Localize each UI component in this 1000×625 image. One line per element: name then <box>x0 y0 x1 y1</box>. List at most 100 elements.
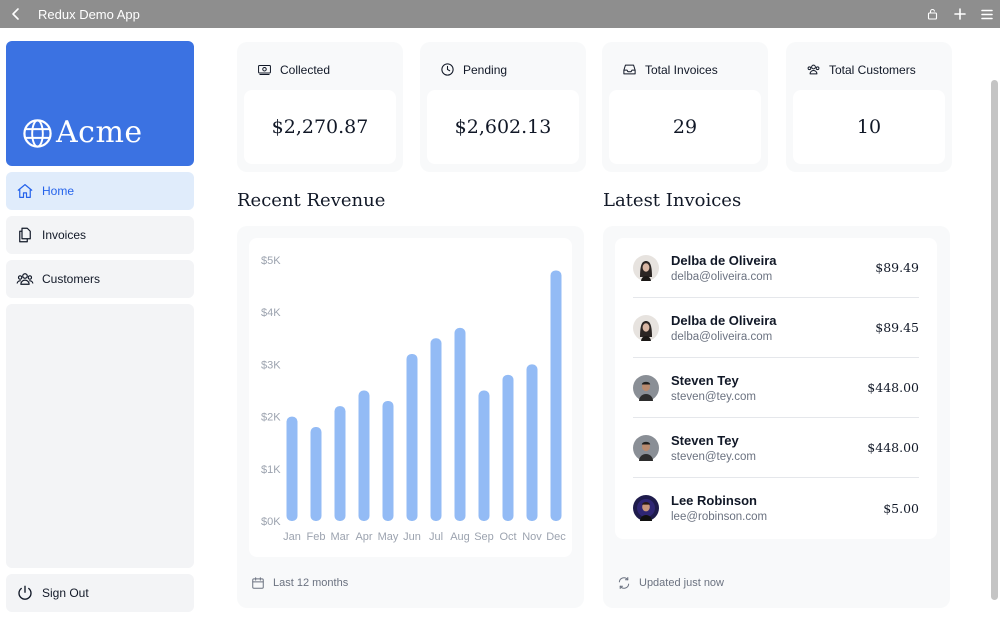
globe-icon <box>23 119 52 148</box>
calendar-icon <box>252 577 264 589</box>
users-icon <box>16 273 34 285</box>
x-tick-label: Apr <box>355 531 372 543</box>
banknotes-icon <box>258 64 271 75</box>
x-tick-label: Sep <box>474 531 494 543</box>
avatar-person-icon <box>633 374 659 401</box>
sidebar-item-home[interactable]: Home <box>6 172 194 210</box>
revenue-bar <box>430 338 442 521</box>
customer-email: lee@robinson.com <box>671 511 768 523</box>
invoice-row[interactable]: Steven Tey steven@tey.com $448.00 <box>633 358 919 418</box>
card-total-invoices: Total Invoices 29 <box>602 42 768 172</box>
clock-icon <box>441 63 454 76</box>
refresh-icon <box>618 576 630 590</box>
invoice-row[interactable]: Delba de Oliveira delba@oliveira.com $89… <box>633 298 919 358</box>
revenue-bar <box>358 390 370 521</box>
logo-banner[interactable]: Acme <box>6 41 194 166</box>
sidebar: Acme Home Invoices Customers Sign Out <box>6 41 194 612</box>
avatar-person-icon <box>633 254 659 281</box>
y-tick-label: $0K <box>261 516 281 528</box>
chevron-left-icon <box>12 8 19 20</box>
y-tick-label: $3K <box>261 359 281 371</box>
avatar-person-icon <box>633 495 659 521</box>
revenue-footer: Last 12 months <box>251 576 348 590</box>
avatar <box>633 374 659 401</box>
invoice-amount: $5.00 <box>883 500 919 516</box>
lock-button[interactable] <box>919 0 946 28</box>
sidebar-spacer <box>6 304 194 568</box>
card-collected: Collected $2,270.87 <box>237 42 403 172</box>
x-tick-label: Aug <box>450 531 470 543</box>
invoice-list: Delba de Oliveira delba@oliveira.com $89… <box>615 238 937 539</box>
card-value: $2,602.13 <box>427 90 579 164</box>
customer-email: delba@oliveira.com <box>671 270 773 283</box>
sidebar-item-label: Customers <box>42 272 101 286</box>
revenue-bar <box>334 406 346 521</box>
invoice-row[interactable]: Steven Tey steven@tey.com $448.00 <box>633 418 919 478</box>
invoice-row[interactable]: Delba de Oliveira delba@oliveira.com $89… <box>633 238 919 298</box>
sign-out-button[interactable]: Sign Out <box>6 574 194 612</box>
customer-email: steven@tey.com <box>671 450 756 463</box>
sidebar-item-invoices[interactable]: Invoices <box>6 216 194 254</box>
add-button[interactable] <box>946 0 973 28</box>
customer-name: Steven Tey <box>671 432 739 448</box>
invoices-footer-label: Updated just now <box>639 577 724 589</box>
title-bar: Redux Demo App <box>0 0 1000 28</box>
inbox-icon <box>623 64 636 75</box>
power-icon <box>18 585 32 600</box>
avatar-person-icon <box>633 434 659 461</box>
revenue-bar <box>502 374 514 521</box>
invoices-title: Latest Invoices <box>603 190 742 211</box>
x-tick-label: Jun <box>403 531 421 543</box>
users-icon <box>807 64 820 75</box>
y-tick-label: $4K <box>261 307 281 319</box>
back-button[interactable] <box>0 0 32 28</box>
x-tick-label: Jul <box>429 531 443 543</box>
sidebar-item-customers[interactable]: Customers <box>6 260 194 298</box>
y-tick-label: $2K <box>261 412 281 424</box>
invoice-amount: $89.45 <box>875 320 919 335</box>
card-value: 29 <box>609 90 761 164</box>
x-tick-label: Feb <box>307 531 326 543</box>
revenue-bar <box>406 353 418 521</box>
card-title: Collected <box>280 62 331 77</box>
sidebar-item-label: Invoices <box>42 228 87 242</box>
invoice-amount: $448.00 <box>867 440 919 455</box>
avatar <box>633 314 659 341</box>
revenue-bar <box>526 364 538 521</box>
revenue-bar <box>310 427 322 521</box>
sign-out-label: Sign Out <box>42 586 89 600</box>
revenue-title: Recent Revenue <box>237 190 386 211</box>
logo-text: Acme <box>56 115 143 150</box>
revenue-bar <box>286 416 298 521</box>
menu-button[interactable] <box>973 0 1000 28</box>
invoice-row[interactable]: Lee Robinson lee@robinson.com $5.00 <box>633 478 919 538</box>
home-icon <box>17 184 33 198</box>
avatar-person-icon <box>633 314 659 341</box>
customer-name: Delba de Oliveira <box>671 312 777 328</box>
card-total-customers: Total Customers 10 <box>786 42 952 172</box>
revenue-chart: $0K $1K $2K $3K $4K $5K Jan Feb Mar Apr May Jun Jul A… <box>249 238 572 557</box>
lock-icon <box>927 8 938 20</box>
revenue-bar <box>454 327 466 521</box>
revenue-bar <box>382 400 394 521</box>
invoices-footer: Updated just now <box>617 576 724 590</box>
documents-icon <box>19 227 31 243</box>
invoice-amount: $448.00 <box>867 380 919 395</box>
plus-icon <box>953 8 966 20</box>
invoices-panel: Delba de Oliveira delba@oliveira.com $89… <box>603 226 950 608</box>
card-value: 10 <box>793 90 945 164</box>
invoice-amount: $89.49 <box>875 260 919 275</box>
sidebar-item-label: Home <box>42 184 75 198</box>
card-title: Total Customers <box>829 62 916 77</box>
customer-email: steven@tey.com <box>671 390 756 403</box>
app-title: Redux Demo App <box>38 6 140 22</box>
card-pending: Pending $2,602.13 <box>420 42 586 172</box>
revenue-bar <box>478 390 490 521</box>
y-tick-label: $5K <box>261 255 281 267</box>
revenue-bar <box>550 270 562 521</box>
card-title: Total Invoices <box>645 62 718 77</box>
revenue-panel: $0K $1K $2K $3K $4K $5K Jan Feb Mar Apr May Jun Jul A… <box>237 226 584 608</box>
customer-name: Steven Tey <box>671 372 739 388</box>
avatar <box>633 434 659 461</box>
scrollbar[interactable] <box>991 80 998 600</box>
